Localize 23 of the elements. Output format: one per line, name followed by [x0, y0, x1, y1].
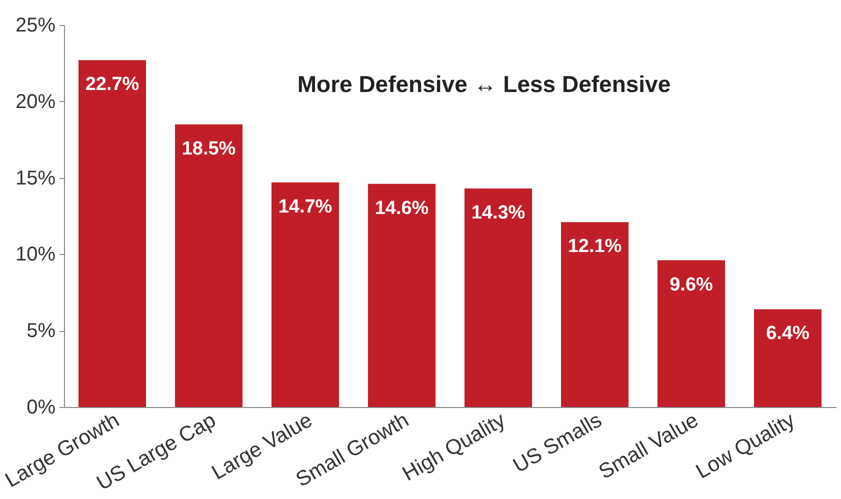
data-label: 6.4% [766, 323, 810, 344]
bar [560, 222, 629, 407]
data-label: 14.6% [374, 198, 429, 219]
bar [368, 184, 436, 407]
annotation: More Defensive ↔ Less Defensive [297, 71, 671, 97]
bar [657, 260, 726, 407]
y-tick-label: 5% [26, 320, 56, 342]
y-tick-label: 10% [15, 244, 56, 266]
y-tick-label: 20% [15, 90, 56, 113]
data-label: 9.6% [670, 274, 714, 296]
data-label: 14.3% [471, 202, 526, 224]
bar [174, 124, 243, 407]
bar [754, 309, 822, 407]
data-label: 12.1% [568, 236, 622, 258]
data-label: 18.5% [182, 138, 236, 160]
data-label: 14.7% [278, 196, 332, 218]
y-tick-label: 25% [15, 14, 56, 36]
data-label: 22.7% [85, 74, 140, 96]
y-tick-label: 15% [15, 167, 56, 190]
bar [78, 60, 146, 407]
bar [271, 182, 340, 407]
y-tick-label: 0% [26, 396, 56, 418]
bar [464, 188, 532, 407]
